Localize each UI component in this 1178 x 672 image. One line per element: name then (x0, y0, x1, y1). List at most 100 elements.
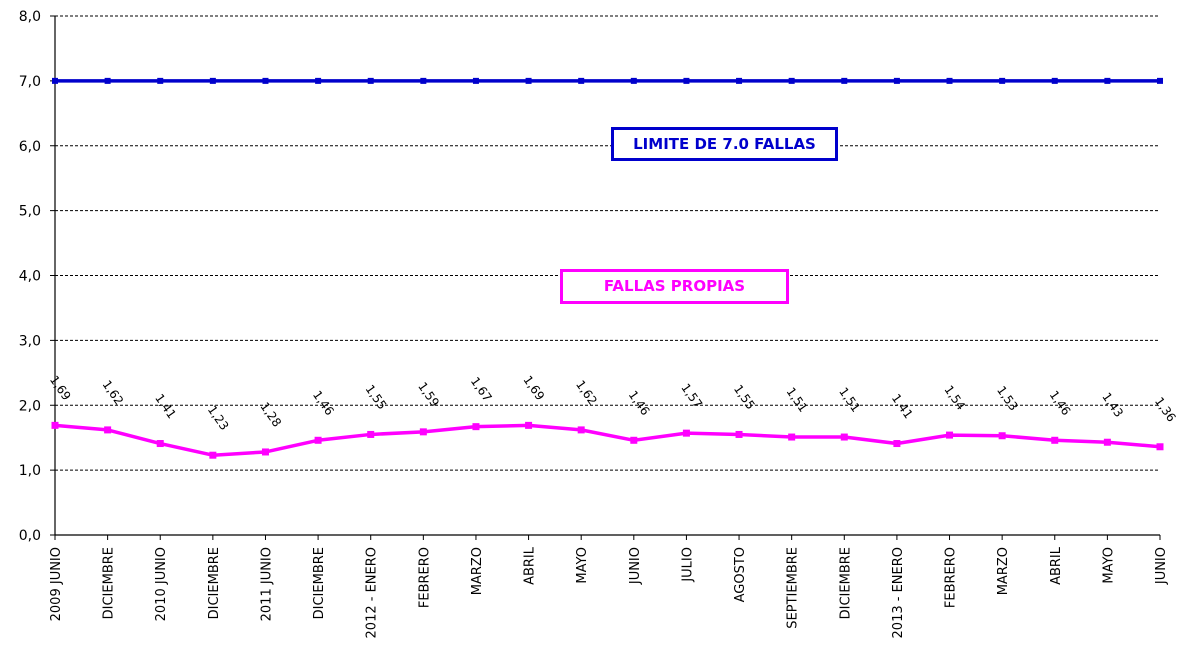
data-point (630, 77, 637, 84)
data-point (51, 421, 59, 429)
data-point (209, 451, 217, 459)
data-point (893, 77, 900, 84)
data-label: 1,55 (363, 382, 390, 412)
x-tick-label: FEBRERO (417, 547, 432, 608)
data-point (893, 440, 901, 448)
gridlines (55, 15, 1160, 471)
data-label: 1,54 (941, 383, 968, 413)
y-axis-ticks: 0,0 1,0 2,0 3,0 4,0 5,0 6,0 7,0 8,0 (19, 9, 55, 544)
data-label: 1,69 (520, 373, 547, 403)
series-line (54, 423, 1161, 457)
data-point (525, 421, 533, 429)
y-tick-label: 8,0 (19, 9, 41, 25)
x-tick-label: AGOSTO (733, 547, 748, 602)
data-point (1104, 77, 1111, 84)
data-point (1156, 443, 1164, 451)
x-tick-label: 2010 JUNIO (154, 547, 169, 621)
data-point (841, 77, 848, 84)
data-point (735, 430, 743, 438)
x-tick-label: JULIO (680, 547, 695, 583)
data-point (946, 431, 954, 439)
data-point (52, 77, 58, 84)
series-fallas-propias (51, 421, 1164, 459)
x-tick-label: 2013 - ENERO (891, 547, 906, 638)
x-tick-label: 2009 JUNIO (49, 547, 64, 621)
data-label: 1,69 (47, 373, 74, 403)
series-limit (52, 77, 1163, 84)
x-tick-label: JUNIO (628, 547, 643, 585)
data-point (1157, 77, 1163, 84)
data-point (104, 426, 112, 434)
data-label: 1,46 (626, 388, 653, 418)
y-tick-label: 6,0 (19, 139, 41, 155)
data-point (367, 430, 375, 438)
y-tick-label: 2,0 (19, 398, 41, 414)
data-point (156, 440, 164, 448)
data-label: 1,36 (1152, 395, 1178, 425)
data-point (1051, 77, 1058, 84)
data-point (788, 77, 795, 84)
data-point (157, 77, 164, 84)
data-point (736, 77, 743, 84)
data-label: 1,57 (678, 381, 705, 411)
x-tick-label: 2012 - ENERO (365, 547, 380, 638)
y-tick-label: 3,0 (19, 333, 41, 349)
data-point (367, 77, 374, 84)
x-tick-label: 2011 JUNIO (259, 547, 274, 621)
data-point (420, 77, 427, 84)
x-axis-ticks: 2009 JUNIO DICIEMBRE 2010 JUNIO DICIEMBRE 20… (49, 535, 1169, 638)
x-tick-label: DICIEMBRE (838, 547, 853, 619)
data-point (472, 423, 480, 431)
legend-limit-label: LIMITE DE 7.0 FALLAS (611, 127, 838, 161)
data-point (472, 77, 479, 84)
data-point (262, 77, 269, 84)
data-label: 1,55 (731, 382, 758, 412)
x-tick-label: SEPTIEMBRE (786, 547, 801, 629)
data-label: 1,41 (889, 391, 916, 421)
data-point (525, 77, 532, 84)
data-point (1103, 438, 1111, 446)
data-label: 1,62 (99, 378, 126, 408)
x-tick-label: DICIEMBRE (312, 547, 327, 619)
data-point (261, 448, 269, 456)
data-label: 1,51 (784, 385, 811, 415)
x-tick-label: MAYO (575, 547, 590, 584)
x-tick-label: MARZO (470, 547, 485, 595)
data-label: 1,41 (152, 391, 179, 421)
data-point (788, 433, 796, 441)
x-tick-label: MARZO (996, 547, 1011, 595)
x-tick-label: MAYO (1101, 547, 1116, 584)
data-point (683, 77, 690, 84)
y-tick-label: 7,0 (19, 74, 41, 90)
data-point (998, 432, 1006, 440)
legend-propias-label: FALLAS PROPIAS (560, 269, 789, 304)
data-point (1051, 436, 1059, 444)
data-point (682, 429, 690, 437)
data-point (209, 77, 216, 84)
series-layer (51, 77, 1164, 459)
data-label: 1,62 (573, 378, 600, 408)
data-point (578, 77, 585, 84)
data-point (840, 433, 848, 441)
data-point (419, 428, 427, 436)
data-label: 1,53 (994, 383, 1021, 413)
data-labels: 1,69 1,62 1,41 1,23 1,28 1,46 1,55 1,59 1,67 1,69… (47, 373, 1178, 433)
x-tick-label: ABRIL (523, 546, 538, 585)
data-label: 1,23 (205, 403, 232, 433)
y-tick-label: 0,0 (19, 528, 41, 544)
data-label: 1,46 (310, 388, 337, 418)
y-tick-label: 1,0 (19, 463, 41, 479)
x-tick-label: JUNIO (1154, 547, 1169, 585)
x-tick-label: ABRIL (1049, 546, 1064, 585)
x-tick-label: DICIEMBRE (102, 547, 117, 619)
x-tick-label: FEBRERO (944, 547, 959, 608)
data-point (577, 426, 585, 434)
data-point (630, 436, 638, 444)
x-tick-label: DICIEMBRE (207, 547, 222, 619)
data-label: 1,43 (1099, 390, 1126, 420)
data-point (104, 77, 111, 84)
data-label: 1,51 (836, 385, 863, 415)
data-point (999, 77, 1006, 84)
data-point (314, 436, 322, 444)
